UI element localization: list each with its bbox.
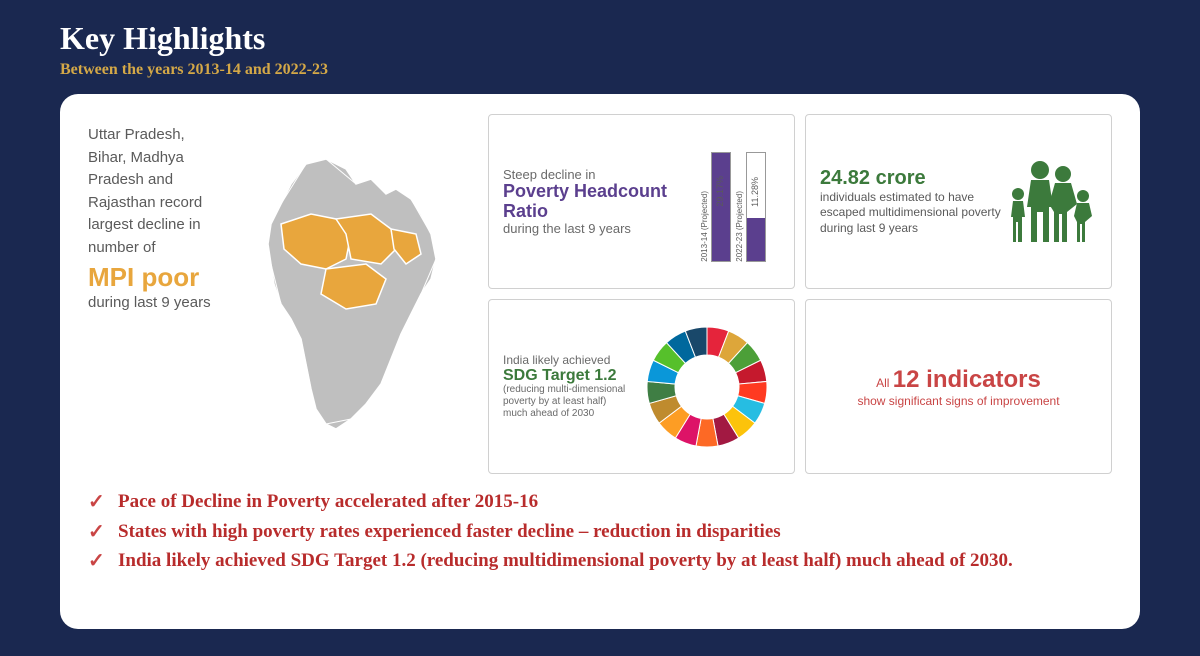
page-subtitle: Between the years 2013-14 and 2022-23 [60,61,1140,79]
escaped-text: 24.82 crore individuals estimated to hav… [820,167,1002,237]
sdg-wheel-icon [633,322,780,452]
bar-group-2: 2022-23 (Projected) 11.28% [735,152,766,262]
right-grid: Steep decline in Poverty Headcount Ratio… [488,114,1112,474]
box-poverty-ratio: Steep decline in Poverty Headcount Ratio… [488,114,795,289]
box-indicators: All 12 indicators show significant signs… [805,299,1112,474]
bullet-text-2: States with high poverty rates experienc… [118,519,781,545]
bar-2: 11.28% [746,152,766,262]
bullet-text-3: India likely achieved SDG Target 1.2 (re… [118,548,1013,574]
poverty-lead: Steep decline in [503,167,685,182]
sdg-main: SDG Target 1.2 [503,367,633,385]
bullet-3: ✓ India likely achieved SDG Target 1.2 (… [88,548,1112,574]
check-icon: ✓ [88,489,108,515]
mpi-text: Uttar Pradesh, Bihar, Madhya Pradesh and… [88,114,218,474]
india-map-icon [236,144,466,444]
top-section: Uttar Pradesh, Bihar, Madhya Pradesh and… [88,114,1112,474]
page-title: Key Highlights [60,20,1140,57]
poverty-sub: during the last 9 years [503,221,685,236]
mpi-tail: during last 9 years [88,294,211,311]
bar-value-2: 11.28% [750,177,760,207]
sdg-lead: India likely achieved [503,353,633,367]
bar-label-2: 2022-23 (Projected) [735,191,744,262]
box-poverty-text: Steep decline in Poverty Headcount Ratio… [503,167,685,237]
indicators-lead: All [876,376,893,390]
bar-1: 29.17% [711,152,731,262]
bar-value-1: 29.17% [715,176,725,207]
poverty-main: Poverty Headcount Ratio [503,182,685,222]
bar-group-1: 2013-14 (Projected) 29.17% [700,152,731,262]
bar-fill-2 [747,218,765,260]
bullet-2: ✓ States with high poverty rates experie… [88,519,1112,545]
mpi-highlight: MPI poor [88,263,218,292]
main-card: Uttar Pradesh, Bihar, Madhya Pradesh and… [60,94,1140,629]
check-icon: ✓ [88,548,108,574]
left-panel: Uttar Pradesh, Bihar, Madhya Pradesh and… [88,114,468,474]
bullets: ✓ Pace of Decline in Poverty accelerated… [88,489,1112,574]
check-icon: ✓ [88,519,108,545]
indicators-main: 12 indicators [893,366,1041,393]
sdg-sub: (reducing multi-dimensional poverty by a… [503,384,633,420]
mpi-lead: Uttar Pradesh, Bihar, Madhya Pradesh and… [88,126,202,256]
indicators-sub: show significant signs of improvement [857,394,1059,408]
header: Key Highlights Between the years 2013-14… [60,20,1140,79]
escaped-sub: individuals estimated to have escaped mu… [820,190,1002,237]
bullet-1: ✓ Pace of Decline in Poverty accelerated… [88,489,1112,515]
box-sdg: India likely achieved SDG Target 1.2 (re… [488,299,795,474]
poverty-bar-chart: 2013-14 (Projected) 29.17% 2022-23 (Proj… [685,142,780,262]
escaped-main: 24.82 crore [820,167,1002,190]
box-escaped: 24.82 crore individuals estimated to hav… [805,114,1112,289]
india-map [233,114,468,474]
sdg-text: India likely achieved SDG Target 1.2 (re… [503,353,633,421]
bullet-text-1: Pace of Decline in Poverty accelerated a… [118,489,538,515]
bar-label-1: 2013-14 (Projected) [700,191,709,262]
family-icon [1002,152,1097,252]
indicators-text: All 12 indicators show significant signs… [857,366,1059,408]
